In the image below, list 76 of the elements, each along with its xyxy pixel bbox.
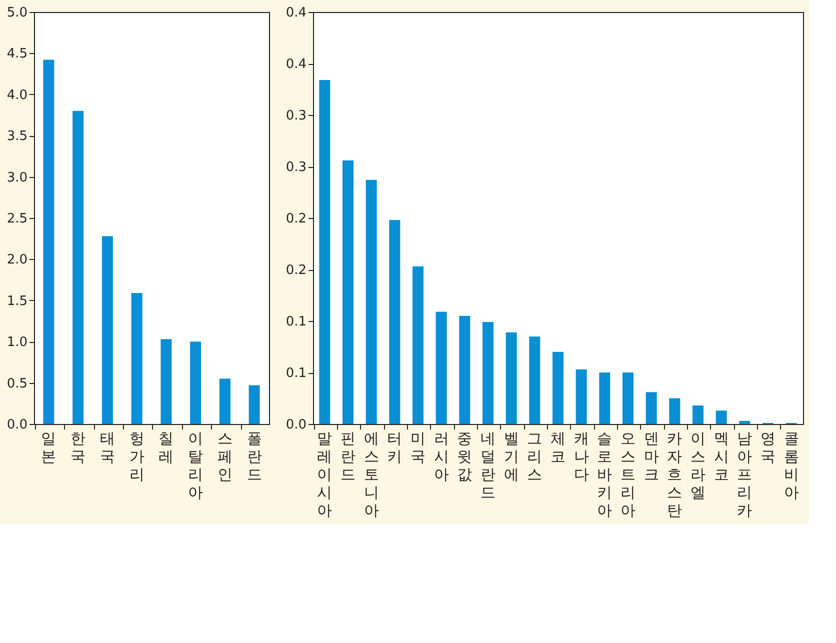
bar [669,398,680,424]
x-tick-label: 칠레 [158,430,174,466]
bar [319,80,330,424]
x-tick-label: 한국 [70,430,86,466]
bar [622,372,634,424]
bar [646,392,657,424]
bar [190,342,202,424]
bar [43,60,54,424]
x-tick-label: 말레이시아 [317,430,332,520]
bar [529,336,540,424]
y-tick-label: 0.0 [286,418,306,432]
y-tick-label: 1.0 [6,335,28,350]
x-tick-label: 영국 [760,430,776,466]
bar [739,420,750,424]
bar [248,385,260,424]
x-tick-label: 중윗값 [457,430,472,484]
x-tick-label: 스페인 [217,430,232,484]
x-tick-label: 남아프리카 [737,430,752,520]
y-tick-label: 3.0 [6,170,28,186]
bar [102,236,113,424]
y-tick-label: 0.1 [286,366,306,381]
x-tick-label: 헝가리 [129,430,144,484]
x-tick-label: 태국 [100,430,115,466]
x-tick-label: 이탈리아 [188,430,204,502]
bar [342,160,354,424]
x-tick-label: 체코 [550,430,566,466]
x-tick-label: 네덜란드 [480,430,496,502]
y-tick-label: 0.2 [286,263,306,278]
y-tick-label: 0.0 [6,418,28,432]
x-tick-label: 캐나다 [574,430,589,484]
x-tick-label: 슬로바키아 [597,430,612,520]
y-tick-label: 0.4 [286,57,306,72]
x-tick-label: 폴란드 [246,430,262,484]
x-tick-label: 터키 [387,430,402,466]
y-tick-label: 4.5 [6,46,28,62]
x-tick-label: 에스토니아 [364,430,379,520]
bar [366,180,377,424]
x-tick-label: 그리스 [527,430,542,484]
y-tick-label: 0.4 [286,6,306,20]
y-tick-label: 0.2 [286,212,306,226]
y-tick-label: 0.3 [286,160,306,175]
x-tick-label: 카자흐스탄 [667,430,682,520]
bar [219,378,230,424]
bar [716,410,727,424]
bar [576,369,587,424]
x-tick-label: 콜롬비아 [784,430,799,502]
y-tick-label: 5.0 [6,6,28,20]
y-tick-label: 2.5 [6,212,28,226]
y-tick-label: 1.5 [6,294,28,309]
bar [131,292,142,424]
x-tick-label: 핀란드 [340,430,356,484]
y-tick-label: 4.0 [6,88,28,103]
bar [389,220,400,424]
y-tick-label: 3.5 [6,129,28,144]
y-tick-label: 0.3 [286,108,306,124]
bar [72,110,84,424]
bar [692,405,704,424]
bar [599,372,610,424]
x-tick-label: 일본 [41,430,56,466]
x-tick-label: 미국 [410,430,426,466]
x-tick-label: 벨기에 [504,430,519,484]
x-tick-label: 러시아 [434,430,449,484]
bar [160,339,172,424]
bar [552,352,564,424]
x-tick-label: 이스라엘 [690,430,706,502]
y-tick-label: 0.1 [286,314,306,330]
bar [482,322,494,424]
bar [412,266,424,424]
bar [436,312,447,424]
x-tick-label: 오스트리아 [620,430,636,520]
bar [459,316,470,424]
bar [506,332,517,424]
x-tick-label: 멕시코 [714,430,729,484]
y-tick-label: 2.0 [6,252,28,268]
y-tick-label: 0.5 [6,376,28,392]
x-tick-label: 덴마크 [644,430,659,484]
